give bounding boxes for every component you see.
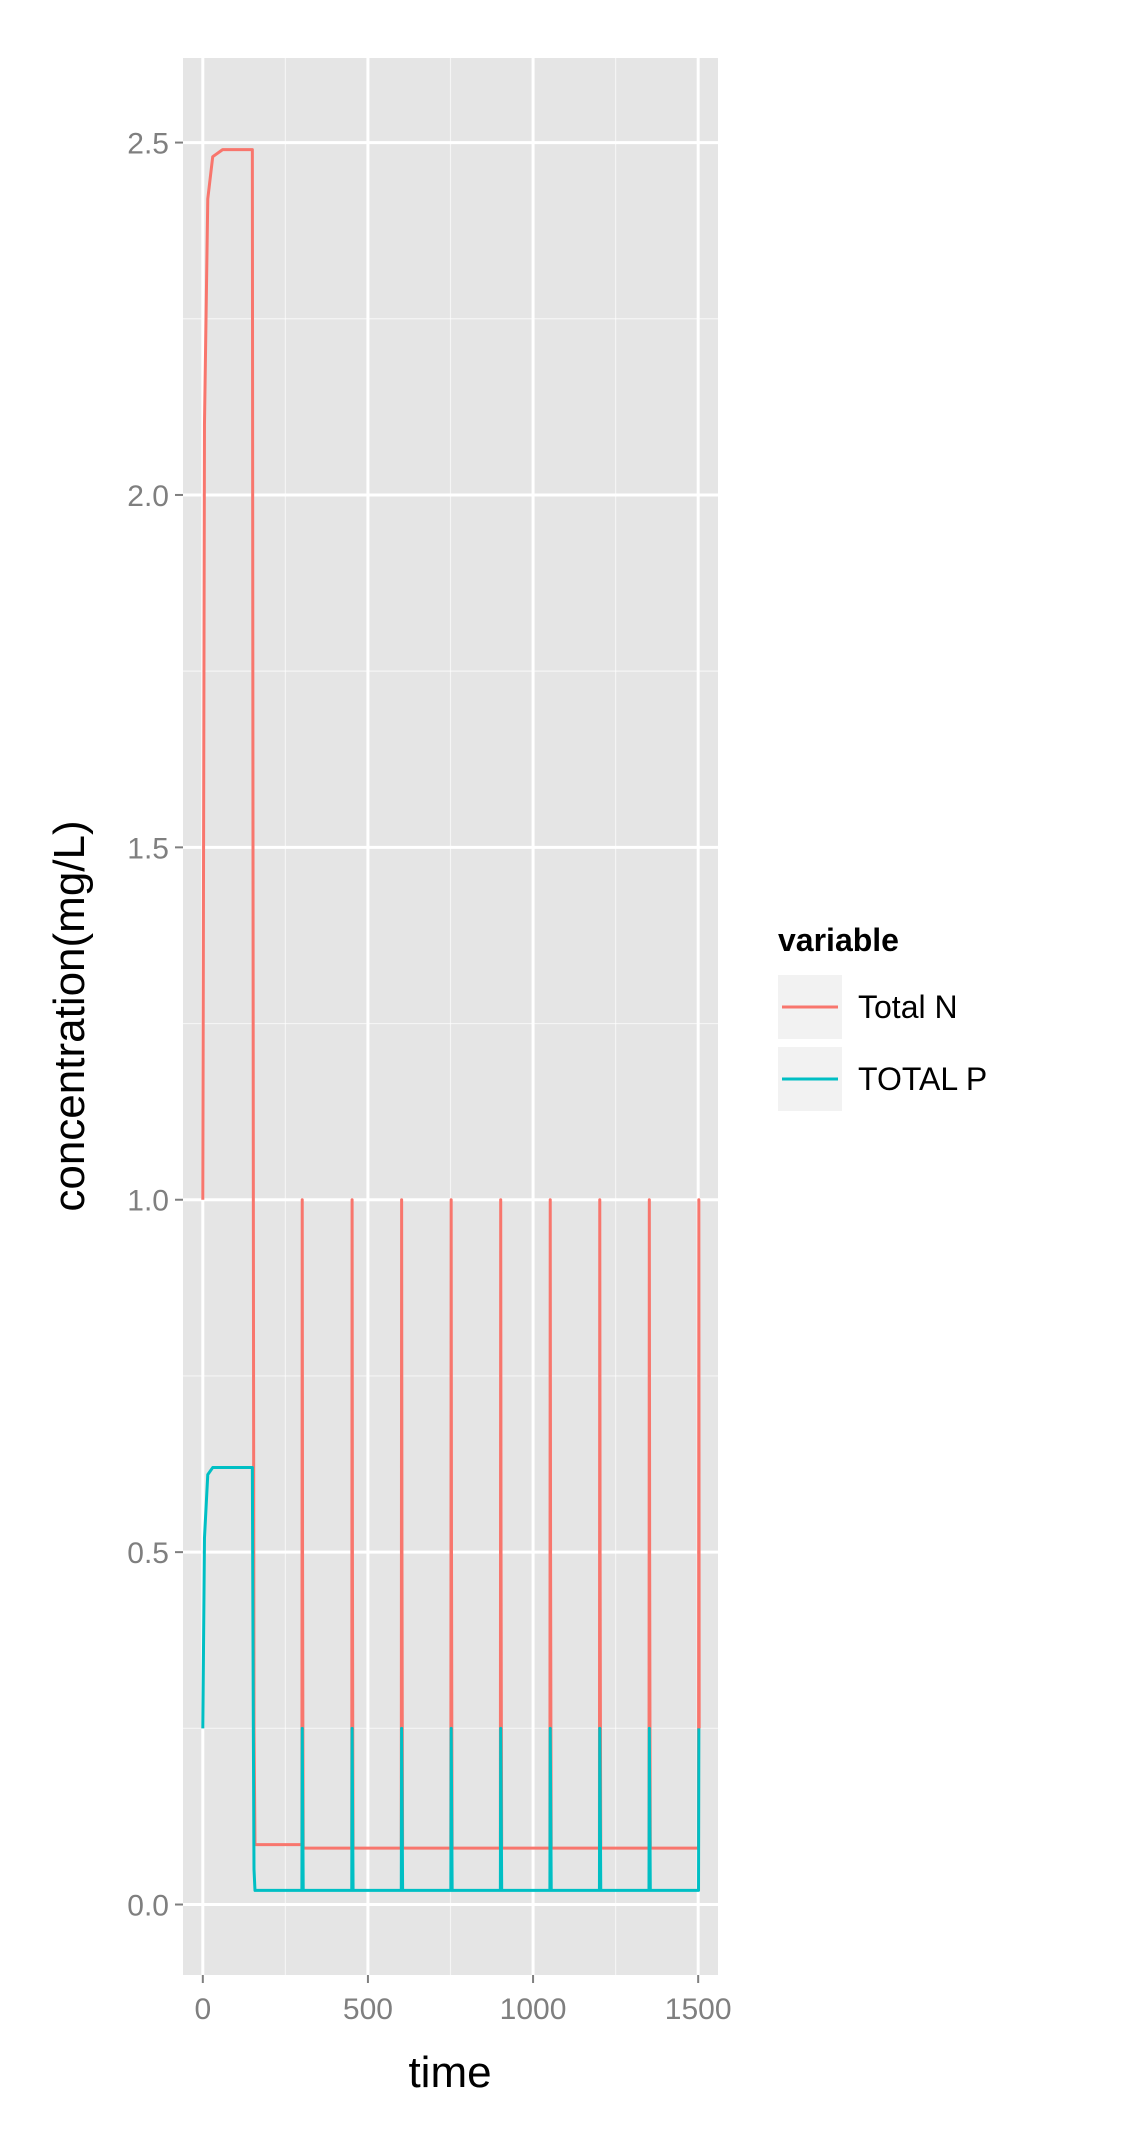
minor-gridlines [183, 58, 718, 1975]
x-tick-label: 500 [343, 1993, 393, 2026]
series-line-total-p [201, 1466, 701, 1892]
y-tick-label: 0.5 [127, 1537, 169, 1570]
x-tick-label: 1000 [500, 1993, 567, 2026]
y-tick-label: 2.5 [127, 128, 169, 161]
series-layer [201, 148, 701, 1892]
y-axis: 0.0 0.5 1.0 1.5 2.0 2.5 [127, 128, 183, 1923]
legend-title: variable [778, 922, 899, 958]
legend-item-total-n: Total N [778, 975, 958, 1039]
y-tick-label: 1.5 [127, 832, 169, 865]
x-tick-label: 1500 [665, 1993, 732, 2026]
x-tick-label: 0 [194, 1993, 211, 2026]
x-axis: 0 500 1000 1500 [194, 1975, 732, 2026]
x-axis-title: time [408, 2048, 491, 2097]
legend-label-total-n: Total N [858, 989, 958, 1025]
y-tick-label: 2.0 [127, 480, 169, 513]
legend-item-total-p: TOTAL P [778, 1047, 987, 1111]
legend-label-total-p: TOTAL P [858, 1061, 987, 1097]
y-tick-label: 0.0 [127, 1890, 169, 1923]
y-tick-label: 1.0 [127, 1185, 169, 1218]
legend: variable Total N TOTAL P [778, 922, 987, 1111]
y-axis-title: concentration(mg/L) [45, 820, 94, 1211]
